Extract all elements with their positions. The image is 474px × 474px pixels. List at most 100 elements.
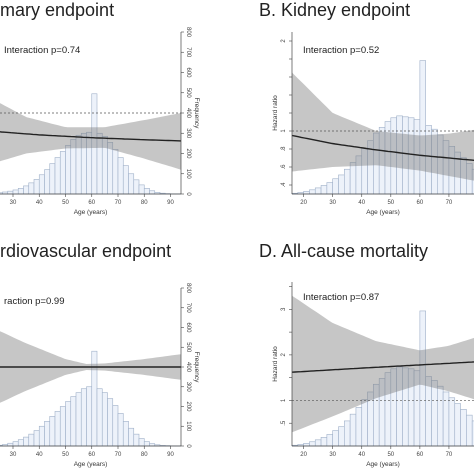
x-tick-label: 20: [300, 200, 307, 206]
x-tick-label: 20: [300, 452, 307, 458]
y-tick-label: 3: [281, 307, 287, 311]
x-tick-label: 60: [417, 200, 424, 206]
histogram-bar: [326, 182, 333, 195]
x-tick-label: 60: [88, 200, 95, 206]
histogram-bar: [332, 178, 339, 195]
x-tick-label: 90: [167, 200, 174, 206]
y-tick-label: 1: [281, 129, 287, 133]
panel-d-title: D. All-cause mortality: [259, 241, 428, 261]
x-tick-label: 30: [10, 452, 17, 458]
frequency-tick-label: 0: [185, 192, 191, 196]
histogram-bar: [344, 420, 351, 447]
histogram-bar: [117, 157, 124, 195]
x-tick-label: 50: [62, 452, 69, 458]
histogram-bar: [7, 442, 14, 447]
x-axis-label: Age (years): [74, 209, 108, 216]
panel-c-plot: 30 40 50 60 70 80 90 Age (years) 0 100 200 300 400 50…: [0, 283, 200, 468]
frequency-tick-label: 200: [185, 148, 191, 159]
histogram-bar: [133, 433, 140, 447]
histogram-bar: [128, 427, 135, 447]
histogram-bar: [133, 179, 140, 195]
histogram-bar: [59, 151, 66, 195]
frequency-tick-label: 500: [185, 88, 191, 99]
panel-d-plot: 20 30 40 50 60 70 Age (years) .5 1 2 3 Hazard ratio: [272, 282, 474, 468]
histogram-bar: [96, 388, 103, 447]
panel-a-interaction-label: Interaction p=0.74: [4, 45, 80, 56]
histogram-bar: [143, 441, 150, 447]
panel-b-plot: 20 30 40 50 60 70 Age (years) .4 .6 .8 1 2 Hazard ra…: [272, 32, 474, 216]
histogram-bar: [320, 185, 328, 195]
histogram-bar: [33, 430, 40, 447]
histogram-bar: [112, 405, 119, 447]
frequency-tick-label: 500: [185, 342, 191, 353]
histogram-bar: [38, 425, 45, 447]
histogram-bar: [17, 439, 24, 447]
frequency-tick-label: 0: [185, 444, 191, 448]
x-tick-label: 70: [115, 452, 122, 458]
frequency-tick-label: 200: [185, 401, 191, 412]
histogram-bar: [38, 174, 45, 195]
frequency-tick-label: 400: [185, 108, 191, 119]
histogram-bar: [448, 397, 456, 447]
histogram-bar: [49, 416, 56, 447]
histogram-bar: [344, 168, 351, 195]
histogram-bar: [320, 437, 328, 447]
histogram-bar: [49, 163, 56, 195]
x-tick-label: 40: [36, 200, 43, 206]
y-tick-label: 2: [281, 39, 287, 43]
frequency-tick-label: 800: [185, 27, 191, 38]
panel-c: rdiovascular endpoint raction p=0.99 30 4…: [0, 241, 200, 468]
histogram-bar: [471, 420, 474, 447]
frequency-axis-label: Frequency: [193, 352, 200, 383]
confidence-band: [292, 72, 474, 181]
histogram-bar: [314, 187, 322, 195]
x-tick-label: 90: [167, 452, 174, 458]
x-tick-label: 80: [141, 200, 148, 206]
histogram-bar: [314, 439, 322, 447]
histogram-bar: [149, 190, 156, 195]
x-tick-label: 30: [329, 452, 336, 458]
histogram-bar: [107, 142, 114, 195]
y-axis-label: Hazard ratio: [272, 346, 279, 382]
histogram-bar: [44, 169, 51, 195]
histogram-bar: [419, 60, 426, 195]
histogram-bar: [303, 442, 310, 447]
histogram-bar: [117, 413, 124, 447]
x-tick-label: 60: [417, 452, 424, 458]
x-tick-label: 70: [115, 200, 122, 206]
histogram-bar: [122, 165, 129, 195]
histogram-bar: [437, 385, 444, 447]
x-axis-label: Age (years): [366, 209, 400, 216]
panel-d: D. All-cause mortality Interaction p=0.8…: [259, 241, 474, 468]
histogram-bar: [28, 182, 35, 195]
histogram-bar: [75, 392, 82, 447]
x-tick-label: 40: [358, 200, 365, 206]
x-axis-label: Age (years): [74, 461, 108, 468]
x-tick-label: 50: [387, 452, 394, 458]
histogram-bar: [149, 443, 156, 447]
y-tick-label: 1: [281, 398, 287, 402]
x-tick-label: 40: [36, 452, 43, 458]
effect-curve: [291, 361, 474, 373]
histogram-bar: [122, 421, 129, 447]
x-tick-label: 30: [10, 200, 17, 206]
frequency-axis-label: Frequency: [193, 98, 200, 129]
histogram-bar: [101, 392, 108, 447]
frequency-tick-label: 400: [185, 362, 191, 373]
frequency-tick-label: 600: [185, 67, 191, 78]
histogram-bar: [454, 403, 461, 447]
frequency-tick-label: 700: [185, 47, 191, 58]
frequency-tick-label: 700: [185, 303, 191, 314]
panel-c-interaction-label: raction p=0.99: [4, 296, 64, 307]
histogram-bar: [23, 436, 30, 447]
panel-a-title: mary endpoint: [0, 0, 114, 20]
histogram-bar: [309, 441, 316, 447]
x-tick-label: 40: [358, 452, 365, 458]
histogram-bar: [128, 173, 135, 195]
y-tick-label: 2: [281, 353, 287, 357]
frequency-tick-label: 600: [185, 322, 191, 333]
histogram-bar: [59, 406, 66, 447]
histogram-bar: [7, 190, 14, 195]
histogram-bar: [65, 401, 72, 447]
